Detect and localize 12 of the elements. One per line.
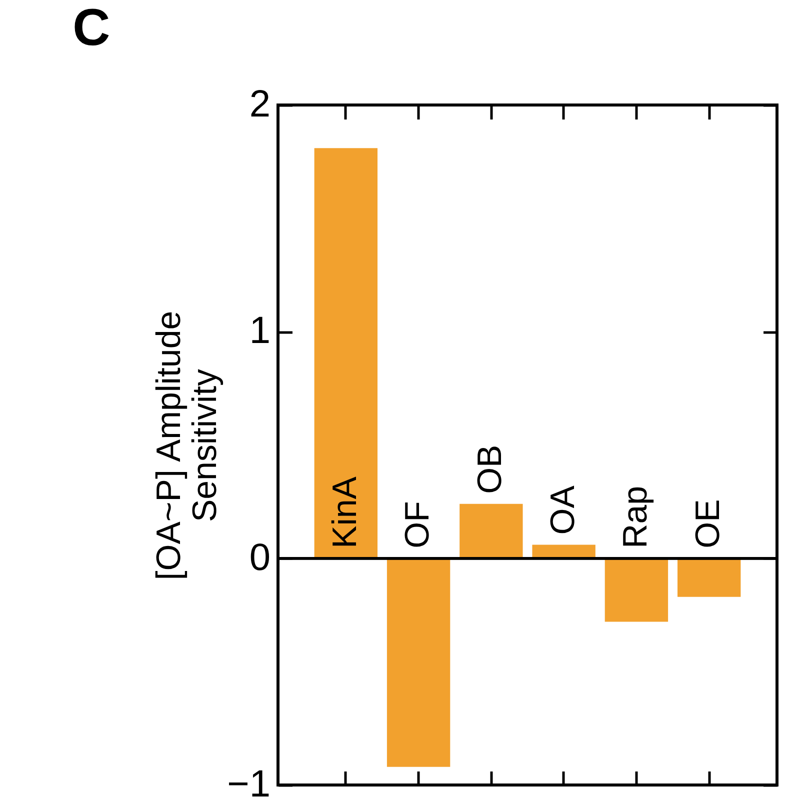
y-tick-label: 2	[249, 84, 270, 126]
x-tick-label: OB	[471, 444, 510, 494]
x-tick-label: OA	[544, 485, 582, 535]
x-tick-label: KinA	[326, 476, 364, 548]
y-axis-title: [OA~P] Amplitude Sensitivity	[150, 310, 224, 580]
x-tick-label: OE	[689, 499, 728, 548]
x-tick-label: Rap	[616, 486, 654, 548]
x-tick-label: OF	[398, 501, 437, 548]
chart-title: C	[72, 0, 110, 57]
y-tick-label: 0	[249, 536, 270, 579]
y-tick-label: 1	[249, 310, 270, 352]
y-tick-label: −1	[227, 764, 270, 805]
